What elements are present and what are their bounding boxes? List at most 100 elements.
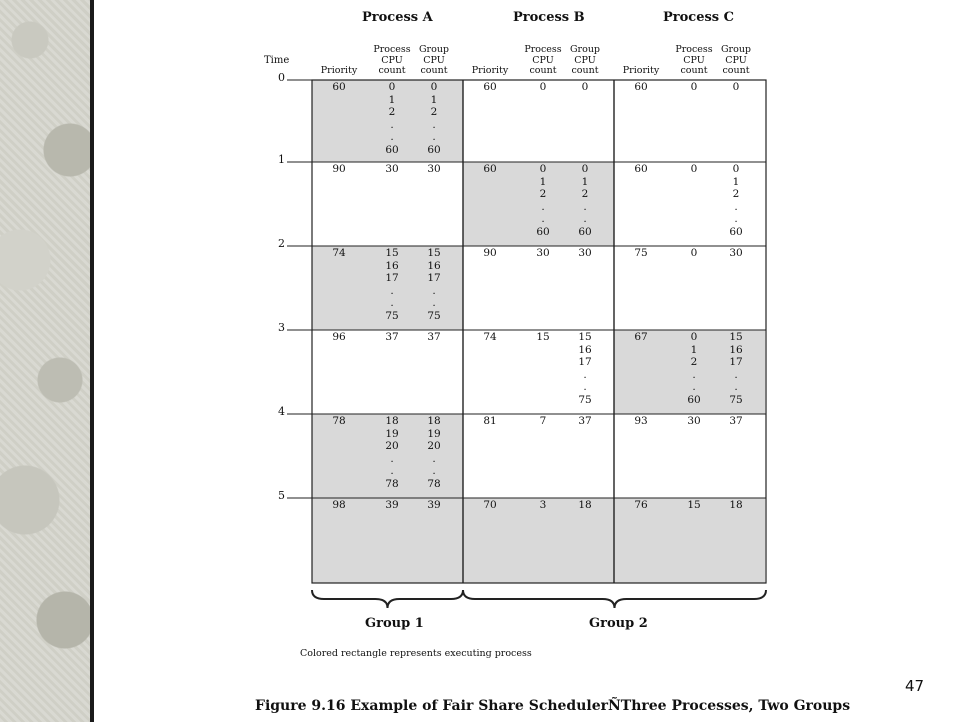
process-cpu-cell-value: 60 [687,393,701,406]
priority-cell: 90 [470,247,510,260]
group-cpu-column-header-line: count [571,65,599,76]
group-cpu-cell: 18 [565,499,605,512]
process-b-header: Process B [513,10,585,25]
process-cpu-column-header-line: count [680,65,708,76]
priority-cell: 60 [621,81,661,94]
priority-cell: 96 [319,331,359,344]
priority-cell-value: 60 [634,81,648,93]
process-cpu-cell-value: 2 [690,356,698,368]
group-cpu-column-header-line: Group [720,44,752,55]
process-cpu-column-header-line: Process [373,44,411,55]
process-cpu-cell: 7 [523,415,563,428]
process-cpu-cell-value: . [541,213,545,225]
group-cpu-cell-value: 60 [578,225,592,238]
priority-cell-value: 70 [483,499,497,511]
priority-cell-value: 81 [483,415,497,427]
priority-cell: 81 [470,415,510,428]
priority-cell-value: 78 [332,415,346,427]
process-cpu-cell-value: 3 [539,499,547,511]
process-cpu-cell: 0 [674,81,714,94]
group-cpu-column-header-line: CPU [725,54,747,66]
group-2-label: Group 2 [589,616,648,631]
priority-column-header: Priority [317,65,361,77]
process-cpu-cell-value: . [390,452,394,465]
process-cpu-cell: 37 [372,331,412,344]
process-cpu-cell-value: 60 [536,225,550,238]
priority-cell-value: 76 [634,499,648,511]
priority-cell: 70 [470,499,510,512]
priority-cell-value: 60 [483,81,497,93]
group-cpu-cell-value: 2 [430,106,438,118]
group-cpu-cell-value: 1 [581,175,589,188]
group-cpu-cell-value: 18 [427,415,441,427]
priority-cell: 60 [621,163,661,176]
group-cpu-cell-value: 0 [732,81,740,93]
group-cpu-cell-value: 37 [578,415,592,427]
group-cpu-column-header: Group CPU count [563,44,607,77]
group-cpu-cell-value: 0 [581,163,589,175]
group-cpu-cell: 0 [716,81,756,94]
priority-column-header-line: Priority [622,65,660,76]
process-cpu-column-header-line: count [378,65,406,76]
group-cpu-cell-value: 2 [732,188,740,200]
group-cpu-column-header-line: Group [569,44,601,55]
group-cpu-cell-value: . [583,368,587,381]
process-cpu-cell-value: 0 [690,247,698,259]
group-cpu-cell-value: . [432,465,436,477]
priority-cell-value: 96 [332,331,346,343]
priority-column-header-line: Priority [320,65,358,76]
process-cpu-cell: 0 1 2.. 60 [372,81,412,156]
priority-cell: 67 [621,331,661,344]
process-cpu-cell-value: 60 [385,143,399,156]
process-cpu-column-header-line: Process [675,44,713,55]
group-cpu-cell-value: 16 [578,343,592,356]
group-cpu-cell-value: 17 [427,272,441,284]
group-cpu-cell-value: . [432,297,436,309]
group-cpu-cell-value: 15 [427,247,441,259]
process-cpu-cell-value: 19 [385,427,399,440]
priority-cell: 60 [470,81,510,94]
group-cpu-cell: 37 [414,331,454,344]
group-cpu-cell: 15 16 17.. 75 [565,331,605,406]
process-cpu-cell: 0 [523,81,563,94]
process-cpu-cell-value: 7 [539,415,547,427]
process-cpu-cell-value: 0 [388,81,396,93]
group-cpu-cell: 18 19 20.. 78 [414,415,454,490]
priority-cell: 98 [319,499,359,512]
process-cpu-column-header-line: CPU [683,54,705,66]
group-cpu-column-header-line: CPU [423,54,445,66]
priority-cell-value: 90 [332,163,346,175]
group-cpu-cell-value: 17 [729,356,743,368]
group-cpu-cell-value: 15 [729,331,743,343]
group-cpu-cell: 0 1 2.. 60 [716,163,756,238]
process-cpu-cell-value: 0 [690,81,698,93]
process-cpu-cell-value: . [541,200,545,213]
priority-cell-value: 74 [332,247,346,259]
time-label: Time [264,55,290,66]
time-tick-label: 5 [278,489,285,502]
group-cpu-cell-value: . [734,368,738,381]
group-cpu-column-header: Group CPU count [714,44,758,77]
process-cpu-cell-value: . [390,118,394,131]
group-cpu-cell-value: 0 [732,163,740,175]
priority-cell-value: 98 [332,499,346,511]
process-cpu-cell-value: 1 [690,343,698,356]
group-cpu-cell-value: 60 [427,143,441,156]
group-cpu-cell-value: 37 [427,331,441,343]
group-cpu-cell: 15 16 17.. 75 [414,247,454,322]
group-cpu-cell: 0 1 2.. 60 [565,163,605,238]
group-cpu-cell: 37 [716,415,756,428]
priority-cell: 74 [319,247,359,260]
time-tick-label: 2 [278,237,285,250]
process-cpu-cell: 0 [674,247,714,260]
process-cpu-cell-value: . [692,381,696,393]
group-cpu-cell-value: . [432,131,436,143]
process-cpu-cell: 15 [674,499,714,512]
group-cpu-cell-value: 17 [578,356,592,368]
decorative-gear-strip [0,0,90,722]
group-cpu-cell-value: 16 [729,343,743,356]
group-cpu-cell: 39 [414,499,454,512]
group-cpu-cell-value: . [432,452,436,465]
process-cpu-cell: 3 [523,499,563,512]
priority-column-header-line: Priority [471,65,509,76]
